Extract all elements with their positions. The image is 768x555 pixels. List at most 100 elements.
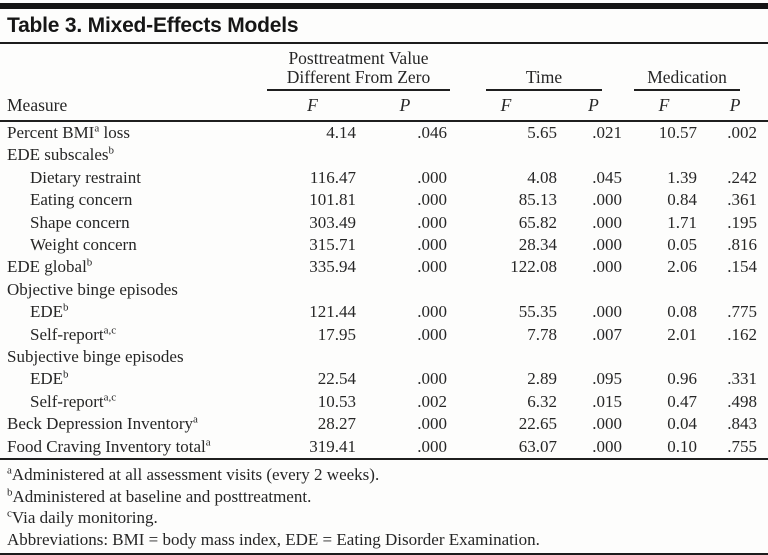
measure-cell: EDEb — [30, 368, 69, 389]
table-row: Percent BMIa loss 4.14 .046 5.65 .021 10.57 .0… — [0, 121, 768, 144]
value-cell — [451, 346, 561, 368]
value-cell: 5.65 — [527, 123, 558, 142]
value-cell: .002 — [417, 391, 448, 411]
value-cell: 122.08 — [510, 257, 558, 277]
table-title: Table 3. Mixed-Effects Models — [7, 14, 299, 37]
f-header-posttreatment: F — [266, 92, 359, 122]
table-row: Objective binge episodes — [0, 279, 768, 301]
value-cell: .000 — [417, 414, 448, 434]
measure-cell: Dietary restraint — [30, 167, 141, 187]
measure-cell: Shape concern — [30, 212, 130, 232]
value-cell: 28.27 — [317, 414, 356, 434]
value-cell: .000 — [561, 435, 627, 461]
value-cell: 55.35 — [518, 302, 558, 322]
value-cell: .000 — [592, 257, 623, 277]
table-header: Posttreatment Value Different From Zero … — [0, 44, 768, 122]
value-cell: 0.47 — [667, 391, 698, 411]
value-cell: 63.07 — [451, 435, 562, 461]
value-cell — [451, 144, 561, 166]
value-cell: 319.41 — [266, 435, 359, 461]
measure-cell: Subjective binge episodes — [7, 347, 184, 367]
value-cell — [266, 144, 359, 166]
value-cell: 1.39 — [667, 167, 698, 187]
value-cell: .843 — [727, 414, 758, 434]
value-cell — [702, 346, 768, 368]
table-row: Self-reporta,c 17.95 .000 7.78 .007 2.01 .162 — [0, 324, 768, 346]
measure-cell: Self-reporta,c — [30, 324, 117, 344]
value-cell: .007 — [592, 324, 623, 344]
mixed-effects-table: Posttreatment Value Different From Zero … — [0, 44, 768, 461]
value-cell: .015 — [592, 391, 623, 411]
footnote-marker: a — [94, 122, 100, 135]
value-cell: .000 — [417, 257, 448, 277]
value-cell: .195 — [727, 212, 758, 232]
footnote-marker: b — [7, 485, 13, 498]
value-cell: .000 — [417, 235, 448, 255]
value-cell: .816 — [727, 235, 758, 255]
column-group-medication: Medication — [626, 44, 768, 92]
footnote: Abbreviations: BMI = body mass index, ED… — [7, 529, 540, 549]
value-cell: 28.34 — [518, 235, 558, 255]
table-row: EDEb 121.44 .000 55.35 .000 0.08 .775 — [0, 301, 768, 323]
value-cell: .000 — [417, 302, 448, 322]
value-cell — [702, 144, 768, 166]
value-cell: .045 — [592, 167, 623, 187]
measure-cell: EDE globalb — [7, 256, 93, 277]
measure-cell: EDE subscalesb — [7, 144, 115, 165]
column-group-time: Time — [451, 44, 626, 92]
value-cell — [626, 279, 702, 301]
measure-column-header: Measure — [0, 92, 266, 122]
value-cell — [561, 346, 626, 368]
group-header-spacer — [0, 44, 266, 92]
footnote-marker: a — [205, 436, 211, 449]
value-cell: .000 — [417, 167, 448, 187]
value-cell: 4.14 — [326, 123, 356, 142]
column-group-label: Posttreatment Value Different From Zero — [286, 48, 431, 87]
value-cell: .000 — [417, 369, 448, 389]
value-cell: .154 — [727, 257, 758, 277]
footnote-marker: b — [108, 144, 115, 157]
value-cell — [702, 279, 768, 301]
value-cell: .000 — [592, 302, 623, 322]
value-cell: 2.06 — [667, 257, 698, 277]
value-cell: 65.82 — [518, 212, 558, 232]
subheader-row: Measure F P F P F P — [0, 92, 768, 122]
top-rule — [0, 3, 768, 9]
value-cell: 2.01 — [667, 324, 698, 344]
value-cell: .021 — [592, 123, 623, 142]
footnote-marker: c — [7, 507, 12, 520]
value-cell: 85.13 — [518, 190, 558, 210]
value-cell — [561, 144, 626, 166]
table-row: Subjective binge episodes — [0, 346, 768, 368]
footnote: aAdministered at all assessment visits (… — [7, 464, 380, 485]
value-cell: 22.54 — [317, 369, 356, 389]
footnote-marker: b — [63, 368, 69, 381]
p-header-medication: P — [702, 92, 768, 122]
p-header-time: P — [561, 92, 627, 122]
table-row: Eating concern 101.81 .000 85.13 .000 0.84 .36… — [0, 189, 768, 211]
value-cell: .095 — [592, 369, 623, 389]
value-cell: 0.10 — [626, 435, 703, 461]
value-cell: 10.57 — [658, 123, 698, 142]
value-cell: .000 — [417, 190, 448, 210]
value-cell: .775 — [727, 302, 758, 322]
table-row: EDEb 22.54 .000 2.89 .095 0.96 .331 — [0, 368, 768, 390]
value-cell: .046 — [417, 123, 448, 142]
value-cell: 1.71 — [667, 212, 698, 232]
f-header-medication: F — [626, 92, 703, 122]
value-cell: .755 — [702, 435, 768, 461]
table-row: Weight concern 315.71 .000 28.34 .000 0.05 .81… — [0, 234, 768, 256]
value-cell — [561, 279, 626, 301]
value-cell: .162 — [727, 324, 758, 344]
value-cell — [266, 279, 359, 301]
value-cell — [359, 346, 451, 368]
value-cell — [359, 279, 451, 301]
value-cell: 7.78 — [527, 324, 558, 344]
value-cell: .000 — [592, 212, 623, 232]
table-row: Beck Depression Inventorya 28.27 .000 22.65… — [0, 413, 768, 435]
f-header-time: F — [451, 92, 562, 122]
footnote-marker: a — [193, 413, 198, 426]
value-cell: 0.08 — [667, 302, 698, 322]
table-row: Self-reporta,c 10.53 .002 6.32 .015 0.47 .498 — [0, 391, 768, 413]
